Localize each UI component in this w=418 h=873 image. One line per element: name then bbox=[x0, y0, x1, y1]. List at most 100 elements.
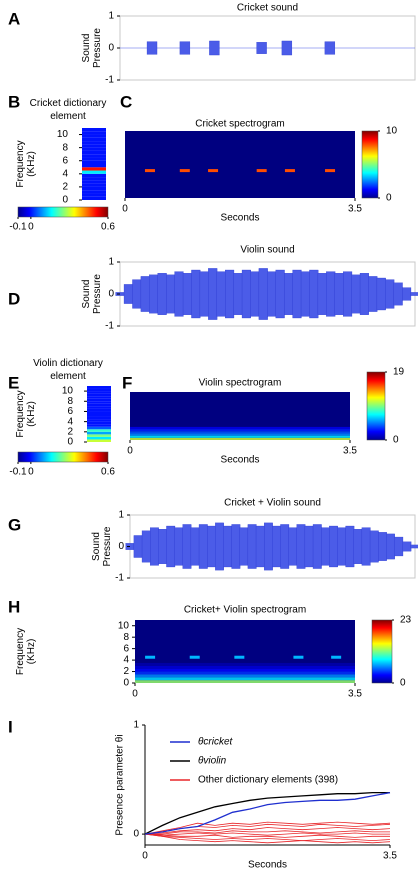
y-axis-label: Sound bbox=[91, 532, 102, 561]
heatmap-cell bbox=[87, 388, 111, 392]
y-tick-label: 4 bbox=[62, 168, 68, 179]
x-axis-label: Seconds bbox=[221, 455, 260, 466]
y-tick-label: 1 bbox=[108, 11, 114, 22]
waveform-envelope bbox=[281, 40, 293, 56]
chart-title: Cricket+ Violin spectrogram bbox=[184, 605, 306, 616]
waveform-envelope bbox=[208, 268, 218, 320]
spectrogram-band bbox=[135, 674, 355, 678]
waveform-envelope bbox=[351, 274, 361, 314]
heatmap-cell bbox=[82, 137, 106, 142]
waveform-envelope bbox=[393, 282, 403, 306]
spectrogram-spot bbox=[234, 655, 245, 659]
y-axis-label: (KHz) bbox=[26, 151, 37, 177]
spectrogram-background bbox=[125, 131, 355, 198]
heatmap-cell bbox=[82, 150, 106, 155]
y-tick-label: 4 bbox=[67, 416, 73, 427]
colorbar-tick-label: 0.6 bbox=[101, 467, 115, 478]
series-line bbox=[144, 833, 390, 838]
panel-letter: I bbox=[8, 717, 13, 736]
series-line bbox=[144, 791, 390, 835]
panel-letter: D bbox=[8, 289, 20, 308]
heatmap-cell bbox=[82, 128, 106, 132]
spectrogram-band bbox=[130, 429, 350, 432]
heatmap-cell bbox=[87, 411, 111, 414]
waveform-envelope bbox=[174, 271, 184, 317]
y-axis-label: (KHz) bbox=[26, 639, 37, 665]
x-tick-label: 3.5 bbox=[383, 851, 397, 862]
waveform-envelope bbox=[369, 530, 379, 563]
waveform-envelope bbox=[179, 41, 191, 55]
chart-title: Violin dictionary bbox=[33, 358, 103, 369]
series-line bbox=[145, 830, 390, 835]
y-tick-label: -1 bbox=[105, 75, 114, 86]
panel-letter: A bbox=[8, 9, 20, 28]
series-line bbox=[144, 791, 391, 835]
waveform-envelope bbox=[334, 273, 344, 315]
heatmap-cell bbox=[82, 193, 106, 197]
spectrogram-spot bbox=[284, 169, 295, 173]
heatmap-cell bbox=[82, 190, 106, 194]
waveform-envelope bbox=[284, 273, 294, 315]
waveform-envelope bbox=[198, 524, 208, 569]
waveform-envelope bbox=[321, 527, 330, 566]
y-tick-label: 8 bbox=[62, 142, 68, 153]
waveform-envelope bbox=[368, 276, 378, 312]
y-axis-label: Sound bbox=[81, 280, 92, 309]
heatmap-cell bbox=[82, 147, 106, 151]
waveform-envelope bbox=[385, 279, 395, 309]
waveform-envelope bbox=[288, 527, 298, 566]
waveform-envelope bbox=[275, 269, 285, 319]
spectrogram-spot bbox=[331, 655, 342, 659]
waveform-envelope bbox=[233, 273, 243, 315]
spectrogram-band bbox=[135, 680, 355, 683]
y-tick-label: 0 bbox=[62, 195, 68, 206]
spectrogram-band bbox=[135, 677, 355, 681]
waveform-envelope bbox=[402, 541, 412, 552]
legend-label: θcricket bbox=[198, 737, 234, 748]
y-axis-label: Presence parameter θi bbox=[115, 734, 126, 835]
chart-title: element bbox=[50, 371, 86, 382]
x-tick-label: 0 bbox=[132, 689, 138, 700]
series-line bbox=[144, 833, 391, 844]
spectrogram-band bbox=[130, 426, 350, 430]
heatmap-cell bbox=[87, 403, 111, 407]
heatmap-cell bbox=[82, 144, 106, 148]
panel-letter: F bbox=[122, 373, 132, 392]
waveform-envelope bbox=[250, 271, 260, 317]
y-tick-label: 1 bbox=[118, 510, 124, 521]
waveform-envelope bbox=[304, 525, 314, 568]
x-tick-label: 3.5 bbox=[343, 446, 357, 457]
spectrogram-band bbox=[135, 665, 355, 669]
x-tick-label: 0 bbox=[122, 204, 128, 215]
colorbar-tick-label: 0.6 bbox=[101, 222, 115, 233]
waveform-envelope bbox=[190, 527, 200, 566]
y-tick-label: 10 bbox=[57, 129, 69, 140]
spectrogram-spot bbox=[293, 655, 304, 659]
heatmap-cell bbox=[87, 396, 111, 399]
legend-label: θviolin bbox=[198, 756, 227, 767]
y-axis-label: Frequency bbox=[15, 140, 26, 187]
y-tick-label: 10 bbox=[118, 620, 130, 631]
y-tick-label: 0 bbox=[133, 829, 139, 840]
waveform-envelope bbox=[215, 522, 224, 571]
series-line bbox=[144, 821, 391, 835]
spectrogram-spot bbox=[144, 169, 155, 173]
spectrogram-spot bbox=[256, 169, 267, 173]
waveform-envelope bbox=[158, 529, 167, 564]
colorbar-tick-label: 23 bbox=[400, 615, 412, 626]
waveform-envelope bbox=[157, 273, 167, 315]
waveform-envelope bbox=[324, 41, 336, 55]
heatmap-cell bbox=[87, 416, 111, 420]
y-tick-label: 1 bbox=[108, 257, 114, 268]
panel-letter: H bbox=[8, 597, 20, 616]
legend-label: Other dictionary elements (398) bbox=[198, 775, 338, 786]
spectrogram-band bbox=[130, 431, 350, 434]
heatmap-cell bbox=[87, 393, 111, 397]
y-tick-label: 0 bbox=[108, 289, 114, 300]
waveform-envelope bbox=[386, 533, 395, 560]
y-tick-label: 6 bbox=[62, 155, 68, 166]
waveform-envelope bbox=[353, 529, 363, 564]
heatmap-cell bbox=[82, 180, 106, 184]
colorbar-tick-label: -0.1 bbox=[9, 467, 27, 478]
colorbar bbox=[17, 206, 109, 218]
